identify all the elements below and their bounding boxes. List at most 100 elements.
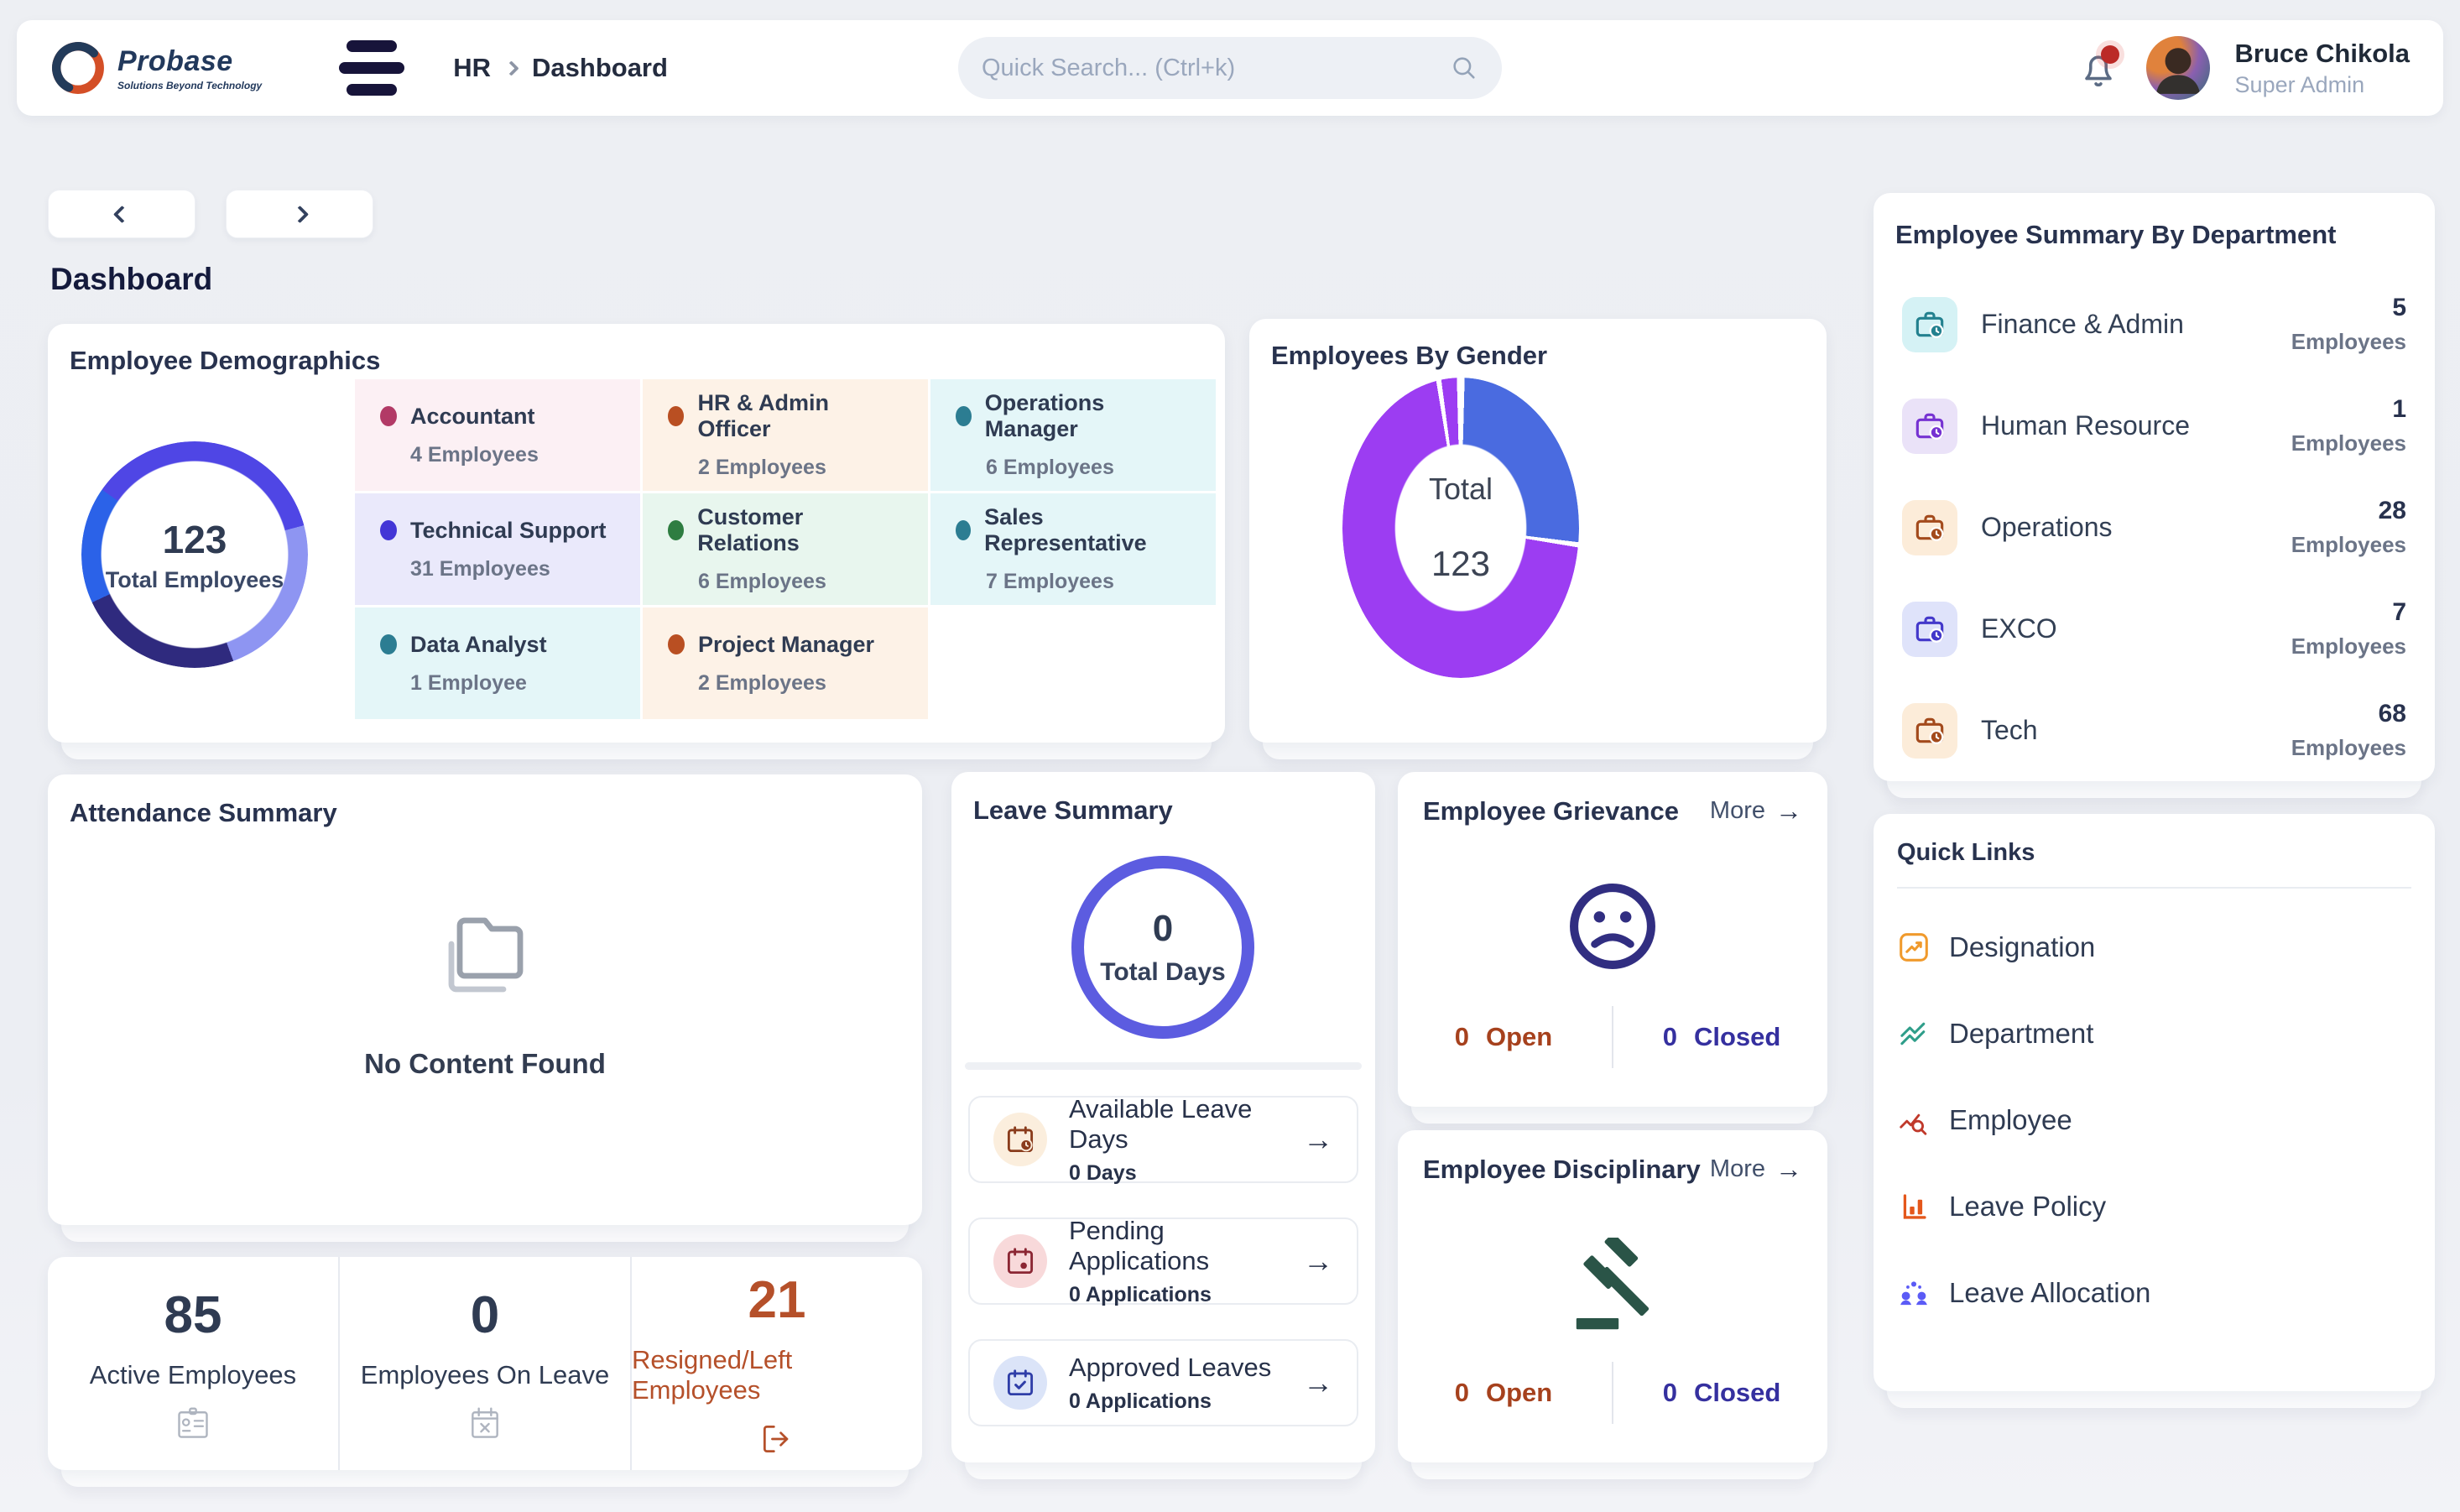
quick-link-employee[interactable]: Employee xyxy=(1897,1103,2411,1137)
logout-icon xyxy=(763,1425,789,1452)
bell-icon xyxy=(2084,55,2112,87)
arrow-right-icon: → xyxy=(1303,1122,1333,1156)
quick-link-label: Employee xyxy=(1949,1104,2072,1135)
breadcrumb-section[interactable]: HR xyxy=(453,53,492,82)
quick-link-leave-allocation[interactable]: Leave Allocation xyxy=(1897,1276,2411,1310)
legend-count: 1 Employee xyxy=(410,670,527,695)
stat-label: Employees On Leave xyxy=(360,1359,610,1389)
grievance-more-link[interactable]: More → xyxy=(1710,795,1802,826)
disciplinary-open-metric: 0 Open xyxy=(1415,1378,1592,1408)
department-row[interactable]: Tech 68 Employees xyxy=(1874,680,2435,781)
brand-name: Probase xyxy=(117,44,233,77)
avatar-silhouette xyxy=(2155,48,2200,94)
back-button[interactable] xyxy=(48,190,195,238)
stat-value: 0 xyxy=(470,1285,500,1344)
pending-applications-item[interactable]: Pending Applications 0 Applications → xyxy=(968,1215,1358,1306)
attendance-title: Attendance Summary xyxy=(70,798,337,827)
user-menu[interactable]: Bruce Chikola Super Admin xyxy=(2235,39,2410,98)
chart-column-icon xyxy=(1903,1194,1926,1219)
search-icon xyxy=(1453,57,1475,79)
legend-label: Operations Manager xyxy=(984,390,1105,441)
arrow-right-icon: → xyxy=(1775,1154,1802,1184)
department-row[interactable]: EXCO 7 Employees xyxy=(1874,578,2435,680)
arrow-right-icon: → xyxy=(1303,1365,1333,1400)
department-row[interactable]: Finance & Admin 5 Employees xyxy=(1874,274,2435,375)
closed-label: Closed xyxy=(1693,1022,1781,1051)
legend-dot xyxy=(668,520,685,540)
divider xyxy=(1897,887,2411,889)
leave-donut-chart: 0 Total Days xyxy=(1071,856,1254,1039)
user-role: Super Admin xyxy=(2234,71,2365,97)
arrow-right-icon: → xyxy=(1775,795,1802,826)
menu-icon[interactable] xyxy=(339,40,405,96)
legend-count: 2 Employees xyxy=(698,456,826,479)
quick-search[interactable] xyxy=(958,37,1502,99)
leave-ring-label: Total Days xyxy=(1100,958,1226,986)
disciplinary-more-link[interactable]: More → xyxy=(1710,1154,1802,1185)
chart-search-icon xyxy=(1900,1113,1927,1135)
demographics-legend: Accountant 4 Employees HR & Admin Office… xyxy=(355,379,1216,719)
calendar-x-icon xyxy=(472,1406,498,1438)
donut-ring xyxy=(81,441,308,668)
legend-item: Project Manager 2 Employees xyxy=(643,607,928,719)
quick-link-leave-policy[interactable]: Leave Policy xyxy=(1897,1190,2411,1223)
chevron-left-icon xyxy=(112,205,131,223)
app-header: Probase Solutions Beyond Technology HR D… xyxy=(17,20,2443,116)
employee-grievance-card: Employee Grievance More → 0 Open 0 Close… xyxy=(1398,772,1827,1124)
search-input[interactable] xyxy=(982,54,1450,82)
stat-value: 85 xyxy=(164,1285,222,1344)
legend-count: 6 Employees xyxy=(986,456,1114,479)
legend-dot xyxy=(668,634,685,654)
user-name: Bruce Chikola xyxy=(2234,38,2410,68)
quick-link-department[interactable]: Department xyxy=(1897,1017,2411,1051)
grievance-open-metric: 0 Open xyxy=(1415,1022,1592,1052)
legend-item: Sales Representative 7 Employees xyxy=(930,493,1216,605)
stat-resigned-employees: 21 Resigned/Left Employees xyxy=(630,1257,922,1470)
disciplinary-closed-metric: 0 Closed xyxy=(1634,1378,1810,1408)
quick-link-designation[interactable]: Designation xyxy=(1897,931,2411,964)
divider xyxy=(965,1062,1362,1070)
arrow-right-icon: → xyxy=(1303,1243,1333,1278)
grievance-closed-metric: 0 Closed xyxy=(1634,1022,1810,1052)
legend-item: Accountant 4 Employees xyxy=(355,379,640,491)
quick-link-label: Designation xyxy=(1949,931,2096,962)
stat-employees-on-leave: 0 Employees On Leave xyxy=(338,1257,630,1470)
quick-link-label: Leave Allocation xyxy=(1949,1277,2151,1308)
stat-active-employees: 85 Active Employees xyxy=(48,1257,338,1470)
department-name: Finance & Admin xyxy=(1981,309,2184,339)
forward-button[interactable] xyxy=(226,190,373,238)
department-count: 68 xyxy=(2378,700,2406,727)
department-unit: Employees xyxy=(2291,430,2406,456)
closed-value: 0 xyxy=(1662,1022,1677,1051)
legend-dot xyxy=(956,406,972,426)
open-value: 0 xyxy=(1454,1378,1469,1407)
legend-count: 4 Employees xyxy=(410,442,539,467)
disciplinary-title: Employee Disciplinary xyxy=(1423,1154,1701,1184)
legend-count: 6 Employees xyxy=(698,570,826,593)
more-label: More xyxy=(1709,1155,1765,1182)
briefcase-clock-icon xyxy=(1902,499,1957,555)
employee-demographics-card: Employee Demographics 123 Total Employee… xyxy=(48,324,1225,759)
department-count: 5 xyxy=(2392,294,2406,321)
gender-center-value: 123 xyxy=(1431,544,1491,583)
briefcase-clock-icon xyxy=(1902,398,1957,454)
department-row[interactable]: Human Resource 1 Employees xyxy=(1874,375,2435,477)
leave-item-title: Pending Applications xyxy=(1069,1215,1210,1275)
demographics-title: Employee Demographics xyxy=(70,346,381,375)
leave-summary-title: Leave Summary xyxy=(973,795,1173,825)
department-name: Operations xyxy=(1981,512,2113,542)
open-value: 0 xyxy=(1454,1022,1469,1051)
legend-count: 2 Employees xyxy=(698,670,826,695)
department-count: 7 xyxy=(2392,598,2406,626)
approved-leaves-item[interactable]: Approved Leaves 0 Applications → xyxy=(968,1339,1358,1426)
grievance-title: Employee Grievance xyxy=(1423,795,1679,826)
quick-links-title: Quick Links xyxy=(1897,839,2035,866)
avatar[interactable] xyxy=(2145,36,2210,100)
breadcrumb-page[interactable]: Dashboard xyxy=(532,53,668,82)
notifications-button[interactable] xyxy=(2076,40,2124,91)
department-row[interactable]: Operations 28 Employees xyxy=(1874,477,2435,578)
employees-by-gender-card: Employees By Gender Total 123 xyxy=(1249,319,1827,759)
breadcrumb: HR Dashboard xyxy=(453,53,668,83)
available-leave-days-item[interactable]: Available Leave Days 0 Days → xyxy=(968,1094,1358,1185)
users-icon xyxy=(1900,1281,1927,1306)
